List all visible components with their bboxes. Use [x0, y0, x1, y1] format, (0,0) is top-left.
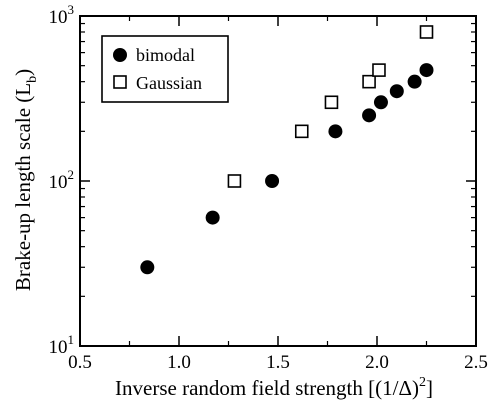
y-axis-label: Brake-up length scale (Lb): [11, 69, 40, 291]
tick-labels: 0.5 1.0 1.5 2.0 2.5 101 102 103: [49, 2, 488, 373]
legend-label-bimodal: bimodal: [136, 45, 195, 65]
legend-label-gaussian: Gaussian: [136, 73, 202, 93]
marker-gaussian: [419, 25, 434, 39]
marker-bimodal: [407, 74, 422, 89]
marker-gaussian: [362, 74, 376, 89]
x-tick-label: 2.0: [365, 352, 389, 373]
legend-marker-bimodal: [113, 48, 127, 62]
x-tick-label: 2.5: [464, 352, 488, 373]
marker-bimodal: [362, 108, 377, 123]
data-markers: [140, 25, 434, 275]
legend-marker-gaussian: [113, 75, 127, 89]
marker-gaussian: [227, 174, 242, 188]
marker-bimodal: [373, 95, 388, 110]
y-tick-label: 103: [49, 2, 75, 28]
y-tick-label: 101: [49, 332, 75, 358]
marker-bimodal: [328, 124, 343, 139]
x-axis-label: Inverse random field strength [(1/Δ)2]: [115, 375, 433, 400]
y-tick-label: 102: [49, 167, 75, 193]
marker-gaussian: [324, 95, 339, 110]
marker-bimodal: [389, 84, 404, 99]
marker-gaussian: [372, 63, 386, 77]
marker-bimodal: [140, 260, 155, 275]
axis-ticks: [79, 15, 477, 347]
marker-bimodal: [265, 174, 280, 188]
x-tick-label: 1.5: [266, 352, 290, 373]
x-tick-label: 0.5: [68, 352, 92, 373]
marker-bimodal: [419, 63, 434, 78]
x-tick-label: 1.0: [167, 352, 191, 373]
marker-bimodal: [205, 210, 220, 225]
marker-gaussian: [294, 124, 309, 139]
legend: bimodal Gaussian: [101, 35, 229, 103]
legend-box: [101, 35, 229, 103]
